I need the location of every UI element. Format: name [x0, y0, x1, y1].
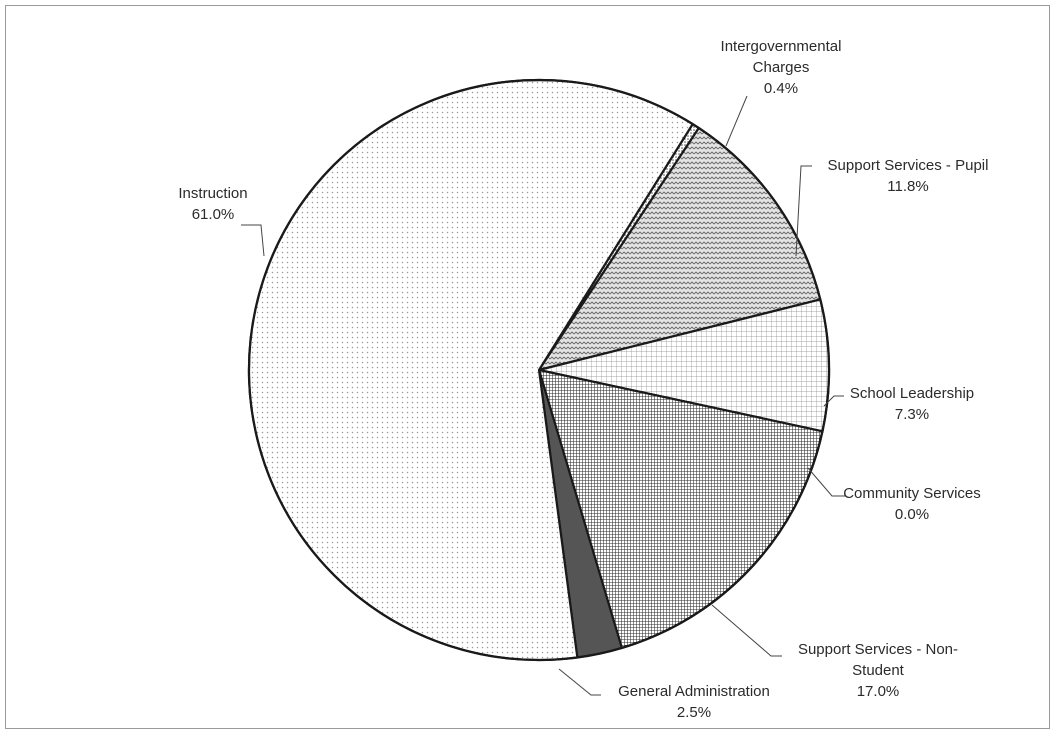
- leader-line-intergovernmental-charges: [725, 95, 748, 147]
- data-label-name-instruction: Instruction: [178, 185, 247, 202]
- data-label-name-support-services-non-student: Student: [852, 662, 905, 679]
- data-label-value-general-administration: 2.5%: [677, 704, 711, 721]
- data-label-name-community-services: Community Services: [843, 485, 981, 502]
- leader-line-school-leadership: [823, 395, 844, 407]
- data-label-name-support-services-pupil: Support Services - Pupil: [828, 157, 989, 174]
- data-label-value-instruction: 61.0%: [192, 206, 235, 223]
- pie-slices: [247, 78, 831, 662]
- data-label-name-intergovernmental-charges: Intergovernmental: [721, 38, 842, 55]
- pie-outline: [247, 78, 831, 662]
- leader-line-instruction: [241, 224, 265, 257]
- leader-line-support-services-pupil: [795, 165, 812, 257]
- data-label-name-school-leadership: School Leadership: [850, 385, 974, 402]
- data-label-value-school-leadership: 7.3%: [895, 406, 929, 423]
- data-label-value-intergovernmental-charges: 0.4%: [764, 80, 798, 97]
- pie-labels: Intergovernmental Charges 0.4% Support Serv…: [178, 38, 988, 721]
- data-label-name-intergovernmental-charges: Charges: [753, 59, 810, 76]
- data-label-value-support-services-pupil: 11.8%: [887, 178, 928, 195]
- data-label-name-support-services-non-student: Support Services - Non-: [798, 641, 958, 658]
- data-label-name-general-administration: General Administration: [618, 683, 770, 700]
- pie-chart: Intergovernmental Charges 0.4% Support Serv…: [178, 38, 988, 721]
- data-label-value-support-services-non-student: 17.0%: [857, 683, 900, 700]
- leader-line-support-services-non-student: [711, 604, 782, 657]
- chart-frame: Intergovernmental Charges 0.4% Support Serv…: [5, 5, 1050, 729]
- leader-line-general-administration: [558, 668, 601, 696]
- leader-line-community-services: [807, 467, 846, 497]
- data-label-value-community-services: 0.0%: [895, 506, 929, 523]
